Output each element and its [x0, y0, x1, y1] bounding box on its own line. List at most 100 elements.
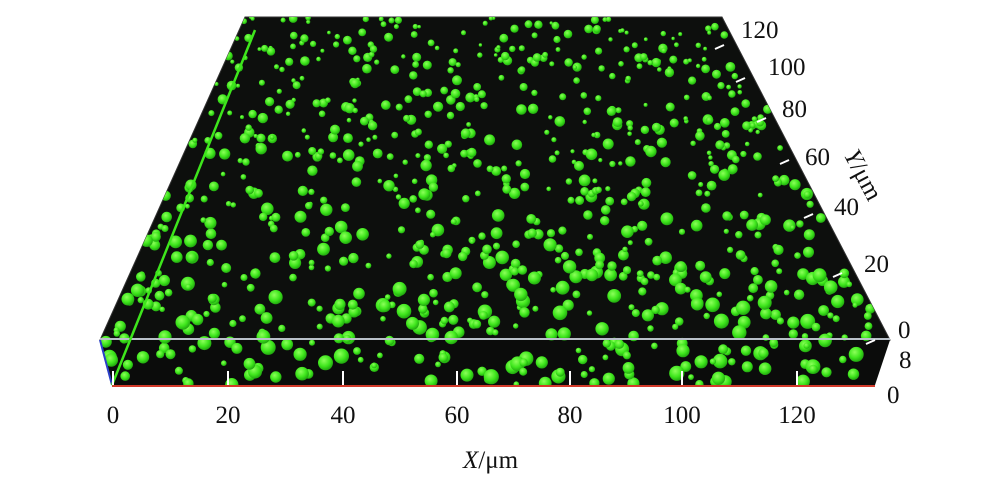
x-tick-label: 100: [663, 402, 701, 429]
particle: [312, 99, 321, 108]
particle: [366, 137, 371, 142]
particle: [245, 124, 252, 131]
particle: [357, 356, 364, 363]
particle: [248, 109, 257, 119]
particle: [113, 330, 121, 337]
particle: [432, 299, 439, 306]
particle: [546, 229, 556, 238]
particle: [481, 291, 489, 299]
particle: [289, 273, 297, 282]
x-tick-label: 120: [778, 402, 816, 429]
particle: [669, 365, 685, 381]
particle: [324, 226, 334, 237]
particle: [661, 47, 667, 54]
particle: [188, 345, 197, 353]
particle: [758, 348, 769, 359]
particle: [595, 47, 603, 55]
particle: [458, 251, 468, 262]
particle: [280, 17, 286, 23]
particle: [527, 271, 541, 285]
particle: [731, 72, 738, 80]
particle: [706, 95, 712, 101]
particle: [846, 281, 853, 288]
particle: [589, 378, 600, 385]
particle: [712, 353, 728, 369]
particle: [449, 267, 462, 280]
particle: [551, 21, 560, 30]
particle: [450, 218, 457, 225]
particle: [257, 112, 268, 124]
particle: [711, 22, 719, 31]
particle: [304, 134, 310, 140]
particle: [448, 58, 457, 67]
particle: [297, 185, 308, 196]
particle: [703, 312, 710, 320]
particle: [821, 367, 832, 378]
particle: [753, 275, 763, 285]
particle: [301, 228, 311, 237]
particle: [606, 17, 612, 22]
particle: [372, 148, 383, 159]
particle: [644, 237, 653, 246]
particle: [409, 195, 418, 203]
particle: [473, 83, 482, 91]
particle: [401, 54, 406, 59]
particle: [156, 350, 165, 359]
particle: [609, 160, 616, 168]
particle: [229, 319, 237, 328]
particle: [418, 304, 428, 314]
particle: [831, 294, 845, 309]
particle: [495, 250, 510, 265]
particle: [360, 116, 369, 126]
particle: [625, 156, 636, 167]
particle: [509, 45, 516, 53]
particle: [554, 150, 560, 156]
particle: [758, 362, 772, 376]
particle: [718, 169, 730, 181]
particle: [569, 270, 583, 284]
particle: [713, 313, 729, 329]
particle: [414, 128, 422, 136]
particle: [712, 69, 721, 79]
particle: [839, 268, 850, 279]
particle: [669, 273, 682, 287]
particle: [602, 372, 615, 385]
particle: [555, 367, 565, 377]
particle: [161, 225, 169, 232]
particle: [268, 290, 283, 305]
particle: [330, 124, 340, 135]
y-tick: [832, 272, 843, 278]
particle: [253, 134, 258, 138]
particle: [524, 20, 533, 29]
particle: [638, 287, 647, 296]
particle: [412, 61, 419, 68]
y-tick-label: 20: [864, 251, 889, 278]
particle: [672, 323, 679, 330]
particle: [695, 63, 701, 69]
particle: [728, 358, 736, 366]
particle: [557, 327, 571, 341]
particle: [688, 374, 694, 380]
particle: [806, 200, 814, 208]
particle: [392, 281, 407, 296]
particle: [718, 344, 728, 355]
particle: [419, 90, 427, 98]
particle: [499, 268, 513, 281]
particle: [368, 51, 375, 58]
particle: [643, 102, 648, 107]
particle: [572, 290, 581, 299]
particle: [660, 30, 666, 37]
particle: [192, 137, 198, 143]
particle: [754, 231, 762, 239]
particle: [256, 329, 271, 344]
particle: [307, 165, 318, 176]
particle: [383, 180, 395, 192]
particle: [660, 157, 671, 168]
particle: [683, 58, 689, 65]
particle: [721, 130, 730, 138]
particle: [585, 148, 598, 161]
particle: [627, 131, 632, 137]
y-tick: [803, 213, 814, 219]
particle: [728, 90, 736, 98]
particle: [285, 57, 294, 66]
